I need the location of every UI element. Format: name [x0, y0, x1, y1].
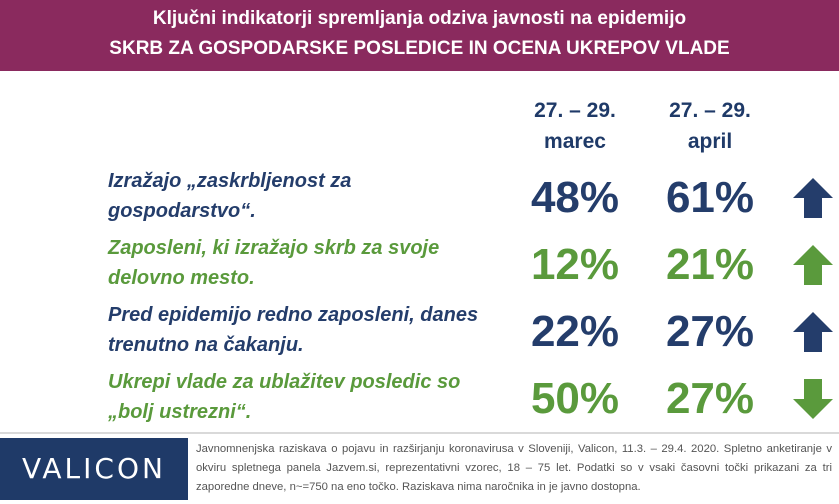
- arrow-down-icon: [793, 379, 833, 419]
- value-march: 48%: [530, 173, 620, 222]
- valicon-logo: VALICON: [0, 438, 188, 500]
- indicator-row-job-concern: Zaposleni, ki izražajo skrb za svoje del…: [0, 233, 839, 299]
- value-march: 50%: [530, 374, 620, 423]
- arrow-up-icon: [793, 178, 833, 218]
- indicator-label-line-1: Izražajo „zaskrbljenost za: [108, 170, 352, 192]
- column-header-april-month: april: [687, 130, 733, 153]
- value-april: 27%: [665, 374, 755, 423]
- column-header-april-dates: 27. – 29.: [669, 99, 751, 122]
- column-header-march-dates: 27. – 29.: [534, 99, 616, 122]
- indicator-label-line-2: delovno mesto.: [108, 267, 255, 289]
- arrow-up-icon: [793, 312, 833, 352]
- indicator-label: Izražajo „zaskrbljenost za gospodarstvo“…: [108, 166, 508, 226]
- indicator-row-economy-concern: Izražajo „zaskrbljenost za gospodarstvo“…: [0, 166, 839, 232]
- indicator-label: Ukrepi vlade za ublažitev posledic so „b…: [108, 367, 508, 427]
- arrow-up-icon: [793, 245, 833, 285]
- indicator-label-line-2: trenutno na čakanju.: [108, 334, 304, 356]
- indicator-label-line-1: Ukrepi vlade za ublažitev posledic so: [108, 371, 461, 393]
- value-march: 12%: [530, 240, 620, 289]
- value-march: 22%: [530, 307, 620, 356]
- footer: VALICON Javnomnenjska raziskava o pojavu…: [0, 432, 839, 504]
- indicator-label-line-2: gospodarstvo“.: [108, 200, 256, 222]
- indicator-label: Pred epidemijo redno zaposleni, danes tr…: [108, 300, 508, 360]
- indicator-label: Zaposleni, ki izražajo skrb za svoje del…: [108, 233, 508, 293]
- column-header-march: 27. – 29. marec: [505, 95, 645, 157]
- indicator-label-line-1: Pred epidemijo redno zaposleni, danes: [108, 304, 479, 326]
- indicator-row-furlough: Pred epidemijo redno zaposleni, danes tr…: [0, 300, 839, 366]
- title-line-1: Ključni indikatorji spremljanja odziva j…: [152, 8, 687, 29]
- value-april: 21%: [665, 240, 755, 289]
- column-header-march-month: marec: [544, 130, 606, 153]
- methodology-note: Javnomnenjska raziskava o pojavu in razš…: [196, 443, 832, 493]
- indicator-label-line-2: „bolj ustrezni“.: [108, 401, 252, 423]
- value-april: 27%: [665, 307, 755, 356]
- value-april: 61%: [665, 173, 755, 222]
- title-banner: Ključni indikatorji spremljanja odziva j…: [0, 0, 839, 71]
- indicator-row-government-measures: Ukrepi vlade za ublažitev posledic so „b…: [0, 367, 839, 433]
- indicator-label-line-1: Zaposleni, ki izražajo skrb za svoje: [108, 237, 440, 259]
- title-line-2: SKRB ZA GOSPODARSKE POSLEDICE IN OCENA U…: [109, 38, 730, 59]
- column-header-april: 27. – 29. april: [640, 95, 780, 157]
